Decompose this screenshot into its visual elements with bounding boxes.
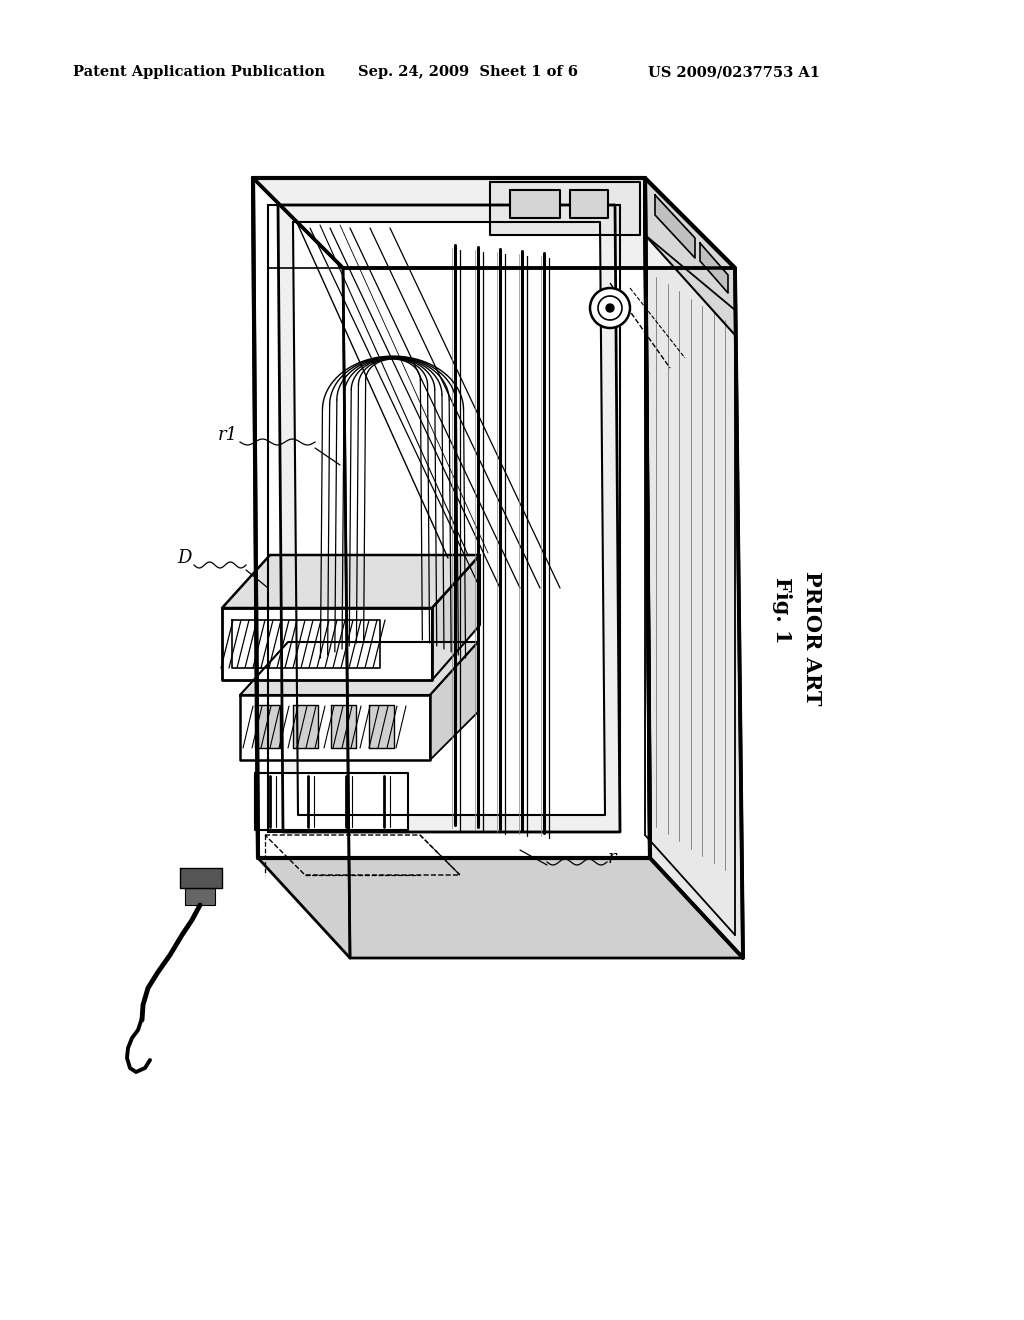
Polygon shape — [430, 642, 478, 760]
Polygon shape — [255, 705, 280, 748]
Text: US 2009/0237753 A1: US 2009/0237753 A1 — [648, 65, 820, 79]
Polygon shape — [490, 182, 640, 235]
Text: Fig. 1: Fig. 1 — [772, 577, 792, 643]
Polygon shape — [180, 869, 222, 888]
Text: Sep. 24, 2009  Sheet 1 of 6: Sep. 24, 2009 Sheet 1 of 6 — [358, 65, 578, 79]
Polygon shape — [185, 888, 215, 906]
Text: PRIOR ART: PRIOR ART — [802, 570, 822, 705]
Polygon shape — [655, 195, 695, 257]
Polygon shape — [222, 609, 432, 680]
Text: r1: r1 — [218, 426, 238, 444]
Polygon shape — [222, 554, 480, 609]
Polygon shape — [369, 705, 394, 748]
Polygon shape — [253, 178, 650, 858]
Polygon shape — [240, 696, 430, 760]
Polygon shape — [645, 178, 735, 335]
Text: D: D — [177, 549, 193, 568]
Polygon shape — [331, 705, 356, 748]
Polygon shape — [255, 774, 408, 830]
Polygon shape — [253, 178, 735, 268]
Text: r: r — [608, 849, 616, 867]
Polygon shape — [258, 858, 743, 958]
Polygon shape — [570, 190, 608, 218]
Circle shape — [590, 288, 630, 327]
Polygon shape — [432, 554, 480, 680]
Polygon shape — [240, 642, 478, 696]
Circle shape — [606, 304, 614, 312]
Polygon shape — [293, 222, 605, 814]
Text: Patent Application Publication: Patent Application Publication — [73, 65, 325, 79]
Circle shape — [598, 296, 622, 319]
Polygon shape — [252, 706, 418, 748]
Polygon shape — [700, 243, 728, 293]
Polygon shape — [278, 205, 620, 832]
Polygon shape — [510, 190, 560, 218]
Polygon shape — [645, 178, 743, 958]
Polygon shape — [293, 705, 318, 748]
Polygon shape — [232, 620, 380, 668]
